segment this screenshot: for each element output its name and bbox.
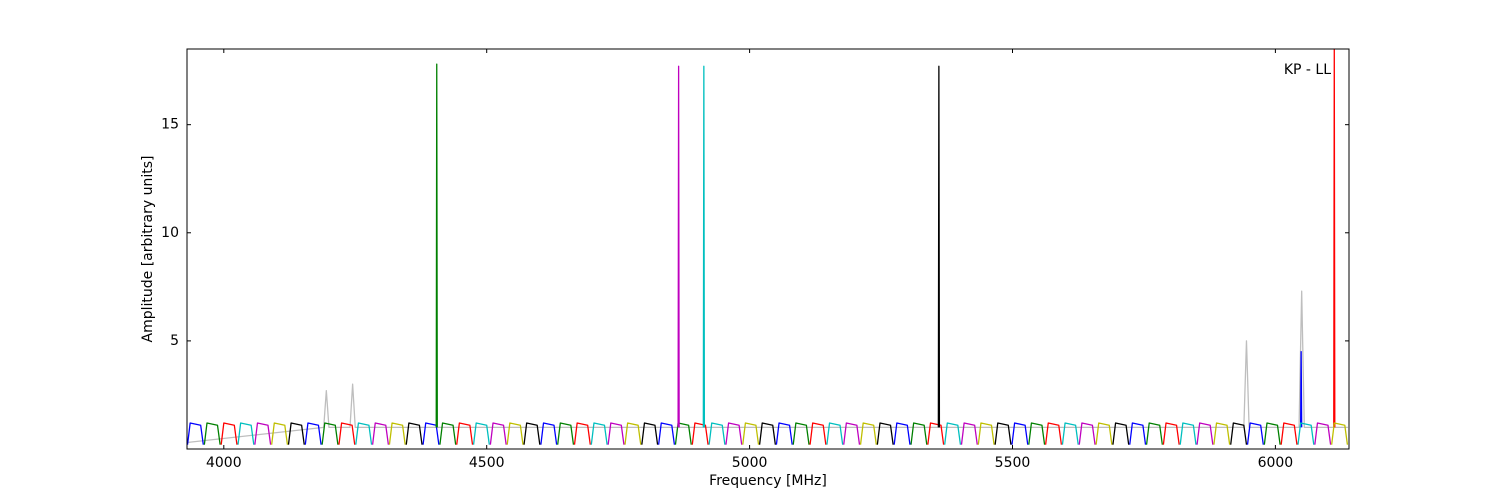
plot-lines bbox=[187, 49, 1349, 445]
x-tick-label: 6000 bbox=[1258, 455, 1294, 471]
x-tick-label: 5000 bbox=[732, 455, 768, 471]
series-line bbox=[220, 49, 1336, 445]
plot-frame bbox=[186, 48, 1350, 450]
annotation: KP - LL bbox=[1284, 62, 1331, 78]
y-axis-label: Amplitude [arbitrary units] bbox=[140, 156, 156, 343]
series-line bbox=[287, 65, 1248, 445]
x-tick-label: 4000 bbox=[206, 455, 242, 471]
series-line bbox=[187, 290, 1348, 444]
y-tick-label: 5 bbox=[170, 333, 179, 349]
series-line bbox=[237, 65, 1315, 445]
x-axis-label: Frequency [MHz] bbox=[709, 473, 827, 489]
x-tick-label: 4500 bbox=[469, 455, 505, 471]
y-tick-label: 15 bbox=[161, 117, 179, 133]
series-line bbox=[203, 63, 1281, 445]
series-line bbox=[187, 351, 1303, 445]
series-line bbox=[254, 65, 1332, 445]
y-tick-label: 10 bbox=[161, 225, 179, 241]
series-line bbox=[271, 422, 1349, 445]
x-tick-label: 5500 bbox=[995, 455, 1031, 471]
